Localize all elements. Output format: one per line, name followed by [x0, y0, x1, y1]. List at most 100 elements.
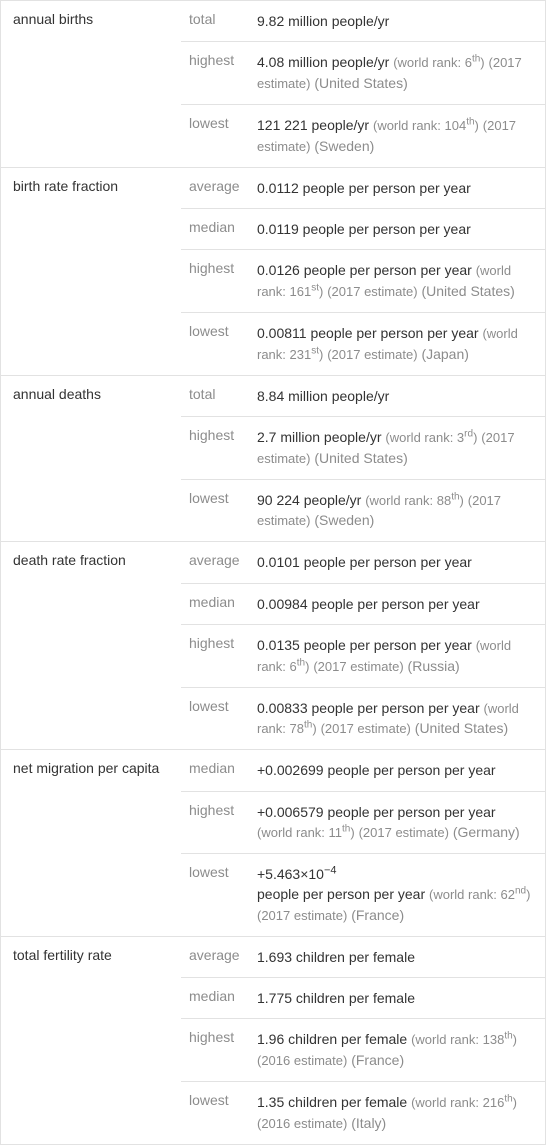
section-rows: average1.693 children per femalemedian1.…	[181, 937, 545, 1144]
estimate-year: (2017 estimate)	[359, 825, 449, 840]
section-title: total fertility rate	[1, 937, 181, 1144]
stat-label: highest	[181, 417, 255, 479]
country: (Sweden)	[314, 138, 374, 154]
demographics-table: annual birthstotal9.82 million people/yr…	[0, 0, 546, 1145]
stat-value-cell: 9.82 million people/yr	[255, 1, 545, 41]
stat-value-cell: +0.002699 people per person per year	[255, 750, 545, 790]
stat-value: 1.96 children per female	[257, 1031, 407, 1047]
stat-value-cell: 4.08 million people/yr (world rank: 6th)…	[255, 42, 545, 104]
stat-value-cell: 1.693 children per female	[255, 937, 545, 977]
stat-label: highest	[181, 1019, 255, 1081]
stat-value: 0.00833 people per person per year	[257, 700, 480, 716]
stat-value: +0.002699 people per person per year	[257, 762, 496, 778]
stat-label: average	[181, 168, 255, 208]
stat-value-cell: 0.00833 people per person per year (worl…	[255, 688, 545, 750]
stat-value: 9.82 million people/yr	[257, 13, 389, 29]
data-row: median0.0119 people per person per year	[181, 209, 545, 250]
stat-value-cell: 90 224 people/yr (world rank: 88th) (201…	[255, 480, 545, 542]
section-title: net migration per capita	[1, 750, 181, 935]
data-row: lowest90 224 people/yr (world rank: 88th…	[181, 480, 545, 542]
country: (United States)	[415, 720, 508, 736]
country: (Russia)	[408, 658, 460, 674]
stat-value-cell: 0.0112 people per person per year	[255, 168, 545, 208]
section: death rate fractionaverage0.0101 people …	[1, 542, 545, 750]
section-rows: median+0.002699 people per person per ye…	[181, 750, 545, 935]
stat-value-cell: 8.84 million people/yr	[255, 376, 545, 416]
section: birth rate fractionaverage0.0112 people …	[1, 168, 545, 376]
data-row: highest+0.006579 people per person per y…	[181, 792, 545, 854]
data-row: median1.775 children per female	[181, 978, 545, 1019]
stat-value: 0.00811 people per person per year	[257, 325, 479, 341]
data-row: average0.0101 people per person per year	[181, 542, 545, 583]
stat-value: 90 224 people/yr	[257, 492, 361, 508]
data-row: highest1.96 children per female (world r…	[181, 1019, 545, 1082]
estimate-year: (2017 estimate)	[327, 347, 417, 362]
country: (Sweden)	[314, 512, 374, 528]
country: (United States)	[314, 75, 407, 91]
stat-label: median	[181, 750, 255, 790]
estimate-year: (2016 estimate)	[257, 1116, 347, 1131]
country: (Japan)	[421, 346, 468, 362]
data-row: lowest+5.463×10−4 people per person per …	[181, 854, 545, 936]
section-title: birth rate fraction	[1, 168, 181, 375]
estimate-year: (2016 estimate)	[257, 1053, 347, 1068]
stat-label: highest	[181, 625, 255, 687]
stat-label: highest	[181, 792, 255, 853]
stat-value-exponent: −4	[324, 864, 337, 876]
stat-value-cell: 0.00984 people per person per year	[255, 584, 545, 624]
stat-value: 0.0126 people per person per year	[257, 262, 472, 278]
stat-label: median	[181, 209, 255, 249]
stat-value-cell: 1.775 children per female	[255, 978, 545, 1018]
stat-label: average	[181, 542, 255, 582]
stat-value: 2.7 million people/yr	[257, 429, 382, 445]
data-row: lowest1.35 children per female (world ra…	[181, 1082, 545, 1144]
stat-value: +0.006579 people per person per year	[257, 804, 496, 820]
data-row: highest2.7 million people/yr (world rank…	[181, 417, 545, 480]
estimate-year: (2017 estimate)	[257, 908, 347, 923]
stat-label: median	[181, 584, 255, 624]
stat-label: average	[181, 937, 255, 977]
data-row: average0.0112 people per person per year	[181, 168, 545, 209]
stat-value-cell: 0.0101 people per person per year	[255, 542, 545, 582]
country: (United States)	[314, 450, 407, 466]
stat-value-cell: 1.35 children per female (world rank: 21…	[255, 1082, 545, 1144]
stat-value-cell: 0.0135 people per person per year (world…	[255, 625, 545, 687]
stat-value: 4.08 million people/yr	[257, 54, 389, 70]
stat-value-cell: +0.006579 people per person per year (wo…	[255, 792, 545, 853]
stat-value: 1.775 children per female	[257, 990, 415, 1006]
data-row: lowest0.00811 people per person per year…	[181, 313, 545, 375]
stat-value: 1.693 children per female	[257, 949, 415, 965]
stat-label: lowest	[181, 854, 255, 936]
stat-value: 1.35 children per female	[257, 1094, 407, 1110]
stat-value-cell: +5.463×10−4 people per person per year (…	[255, 854, 545, 936]
world-rank: (world rank: 138th)	[411, 1032, 517, 1047]
stat-value: 0.0135 people per person per year	[257, 637, 472, 653]
world-rank: (world rank: 216th)	[411, 1095, 517, 1110]
data-row: median+0.002699 people per person per ye…	[181, 750, 545, 791]
section: annual deathstotal8.84 million people/yr…	[1, 376, 545, 543]
stat-value: 0.0112 people per person per year	[257, 180, 471, 196]
stat-label: lowest	[181, 480, 255, 542]
country: (Italy)	[351, 1115, 386, 1131]
stat-value: 8.84 million people/yr	[257, 388, 389, 404]
country: (France)	[351, 1052, 404, 1068]
section-title: death rate fraction	[1, 542, 181, 749]
section: total fertility rateaverage1.693 childre…	[1, 937, 545, 1144]
stat-value-cell: 0.0119 people per person per year	[255, 209, 545, 249]
section-rows: total8.84 million people/yrhighest2.7 mi…	[181, 376, 545, 542]
stat-value-cell: 2.7 million people/yr (world rank: 3rd) …	[255, 417, 545, 479]
data-row: average1.693 children per female	[181, 937, 545, 978]
data-row: median0.00984 people per person per year	[181, 584, 545, 625]
section-rows: average0.0112 people per person per year…	[181, 168, 545, 375]
stat-value-cell: 1.96 children per female (world rank: 13…	[255, 1019, 545, 1081]
stat-value-cell: 0.0126 people per person per year (world…	[255, 250, 545, 312]
section-rows: total9.82 million people/yrhighest4.08 m…	[181, 1, 545, 167]
estimate-year: (2017 estimate)	[321, 721, 411, 736]
stat-label: lowest	[181, 313, 255, 375]
stat-value: 0.0101 people per person per year	[257, 554, 472, 570]
data-row: highest4.08 million people/yr (world ran…	[181, 42, 545, 105]
stat-label: total	[181, 376, 255, 416]
data-row: total8.84 million people/yr	[181, 376, 545, 417]
world-rank: (world rank: 62nd)	[429, 887, 530, 902]
stat-label: lowest	[181, 688, 255, 750]
